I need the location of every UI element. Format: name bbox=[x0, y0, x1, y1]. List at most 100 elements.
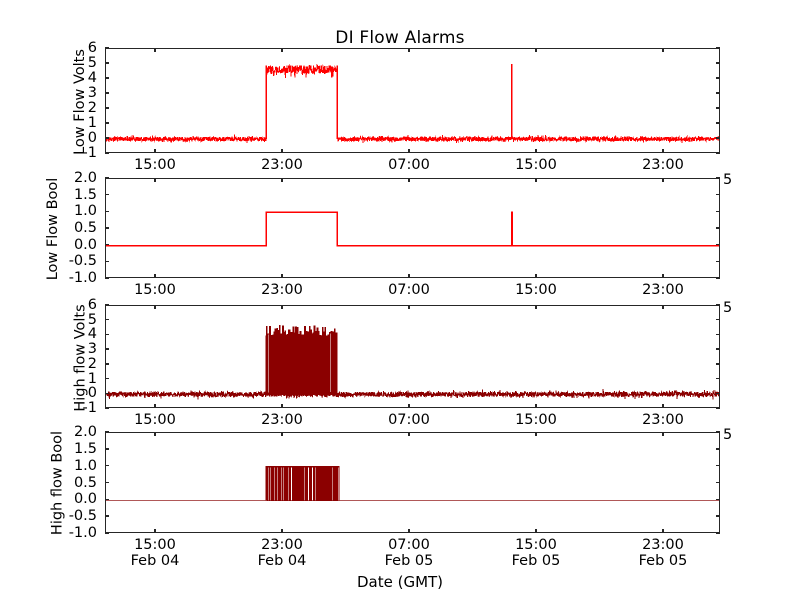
ytick-mark-right bbox=[716, 532, 720, 534]
ytick-label: 6 bbox=[87, 297, 97, 313]
ytick-mark bbox=[105, 107, 109, 109]
xtick-mark-top bbox=[154, 305, 156, 309]
ytick-mark-right bbox=[716, 277, 720, 279]
xtick-mark-top bbox=[662, 305, 664, 309]
ytick-mark bbox=[105, 193, 109, 196]
xtick-mark-top bbox=[154, 432, 156, 436]
xtick-mark bbox=[662, 404, 664, 408]
ytick-mark-right bbox=[716, 62, 720, 64]
ytick-label: -1.0 bbox=[68, 525, 97, 541]
ytick-mark-right bbox=[716, 260, 720, 263]
ytick-label: 0.0 bbox=[73, 491, 97, 508]
ytick-label: 4 bbox=[87, 326, 97, 343]
ytick-label: -1.0 bbox=[68, 270, 97, 286]
xtick-label: 23:00 bbox=[261, 282, 303, 298]
data-series-line bbox=[265, 466, 340, 501]
ytick-mark-right bbox=[716, 407, 720, 409]
ytick-label: -1 bbox=[82, 400, 97, 416]
xtick-label: 23:00 bbox=[261, 157, 303, 173]
xtick-mark-top bbox=[535, 432, 537, 436]
ytick-mark-right bbox=[716, 152, 720, 154]
xtick-mark-top bbox=[662, 432, 664, 436]
xtick-label: 07:00 Feb 05 bbox=[364, 537, 454, 569]
ytick-mark-right bbox=[716, 227, 720, 229]
ytick-mark bbox=[105, 62, 109, 64]
xtick-label: 15:00 Feb 04 bbox=[110, 537, 200, 569]
xtick-mark bbox=[408, 274, 410, 278]
xtick-label: 15:00 bbox=[515, 412, 557, 428]
ytick-mark bbox=[105, 227, 109, 229]
ytick-mark-right bbox=[716, 377, 720, 380]
ytick-mark-right bbox=[716, 363, 720, 365]
ytick-mark bbox=[105, 152, 109, 154]
xtick-mark bbox=[154, 529, 156, 533]
ytick-label: 1 bbox=[87, 115, 97, 131]
xtick-label: 15:00 bbox=[515, 157, 557, 173]
ytick-mark bbox=[105, 431, 109, 433]
ytick-mark-right bbox=[716, 348, 720, 350]
ytick-mark bbox=[105, 377, 109, 380]
ytick-mark-right bbox=[716, 92, 720, 94]
xtick-label: 23:00 bbox=[642, 282, 684, 298]
xtick-label-date: Feb 05 bbox=[384, 552, 434, 569]
xtick-label: 23:00 Feb 04 bbox=[237, 537, 327, 569]
ytick-label: 0.5 bbox=[73, 474, 97, 491]
ytick-mark bbox=[105, 515, 109, 517]
xtick-mark bbox=[281, 404, 283, 408]
ytick-mark bbox=[105, 348, 109, 350]
xtick-label: 15:00 Feb 05 bbox=[491, 537, 581, 569]
ytick-label: 5 bbox=[87, 55, 97, 71]
xtick-mark-top bbox=[281, 178, 283, 182]
xtick-mark bbox=[535, 529, 537, 533]
ytick-label: 1 bbox=[87, 370, 97, 387]
xtick-mark-top bbox=[535, 48, 537, 52]
ytick-mark bbox=[105, 532, 109, 534]
xtick-mark bbox=[408, 404, 410, 408]
ytick-mark bbox=[105, 243, 109, 246]
ytick-mark bbox=[105, 392, 109, 394]
xtick-label: 23:00 Feb 05 bbox=[618, 537, 708, 569]
ytick-mark-right bbox=[716, 319, 720, 321]
xtick-mark-top bbox=[662, 178, 664, 182]
ytick-label: 1.0 bbox=[73, 203, 97, 220]
stray-edge-label-2: 5 bbox=[723, 300, 733, 316]
ytick-label: 0 bbox=[87, 385, 97, 402]
ytick-mark-right bbox=[716, 431, 720, 433]
xtick-mark bbox=[154, 149, 156, 153]
plot-area-high-flow-volts bbox=[106, 306, 719, 407]
ytick-mark-right bbox=[716, 304, 720, 306]
ytick-mark bbox=[105, 464, 109, 467]
xtick-label: 23:00 bbox=[642, 157, 684, 173]
xtick-mark-top bbox=[281, 305, 283, 309]
xtick-mark bbox=[281, 274, 283, 278]
xtick-mark bbox=[154, 274, 156, 278]
ytick-label: 3 bbox=[87, 85, 97, 101]
ytick-label: 0.0 bbox=[73, 236, 97, 253]
ytick-mark-right bbox=[716, 243, 720, 246]
xtick-mark-top bbox=[535, 305, 537, 309]
xtick-mark bbox=[281, 149, 283, 153]
xtick-mark-top bbox=[154, 48, 156, 52]
xtick-mark-top bbox=[281, 48, 283, 52]
ytick-mark-right bbox=[716, 448, 720, 450]
ytick-mark-right bbox=[716, 210, 720, 213]
ytick-mark-right bbox=[716, 122, 720, 124]
xtick-label: 07:00 bbox=[388, 282, 430, 298]
ytick-label: 2.0 bbox=[73, 424, 97, 440]
xtick-mark-top bbox=[408, 48, 410, 52]
xtick-label: 15:00 bbox=[134, 412, 176, 428]
xtick-mark bbox=[535, 149, 537, 153]
ytick-mark bbox=[105, 277, 109, 279]
plot-area-low-flow-volts bbox=[106, 49, 719, 152]
data-series-line bbox=[106, 389, 719, 400]
ytick-label: 3 bbox=[87, 341, 97, 358]
plot-area-low-flow-bool bbox=[106, 179, 719, 277]
xtick-mark-top bbox=[662, 48, 664, 52]
ytick-label: -1 bbox=[82, 145, 97, 161]
xtick-label-date: Feb 04 bbox=[130, 552, 180, 569]
xtick-mark bbox=[662, 149, 664, 153]
figure-title: DI Flow Alarms bbox=[335, 28, 465, 48]
xtick-label: 07:00 bbox=[388, 157, 430, 173]
xlabel-date-gmt: Date (GMT) bbox=[356, 573, 444, 591]
